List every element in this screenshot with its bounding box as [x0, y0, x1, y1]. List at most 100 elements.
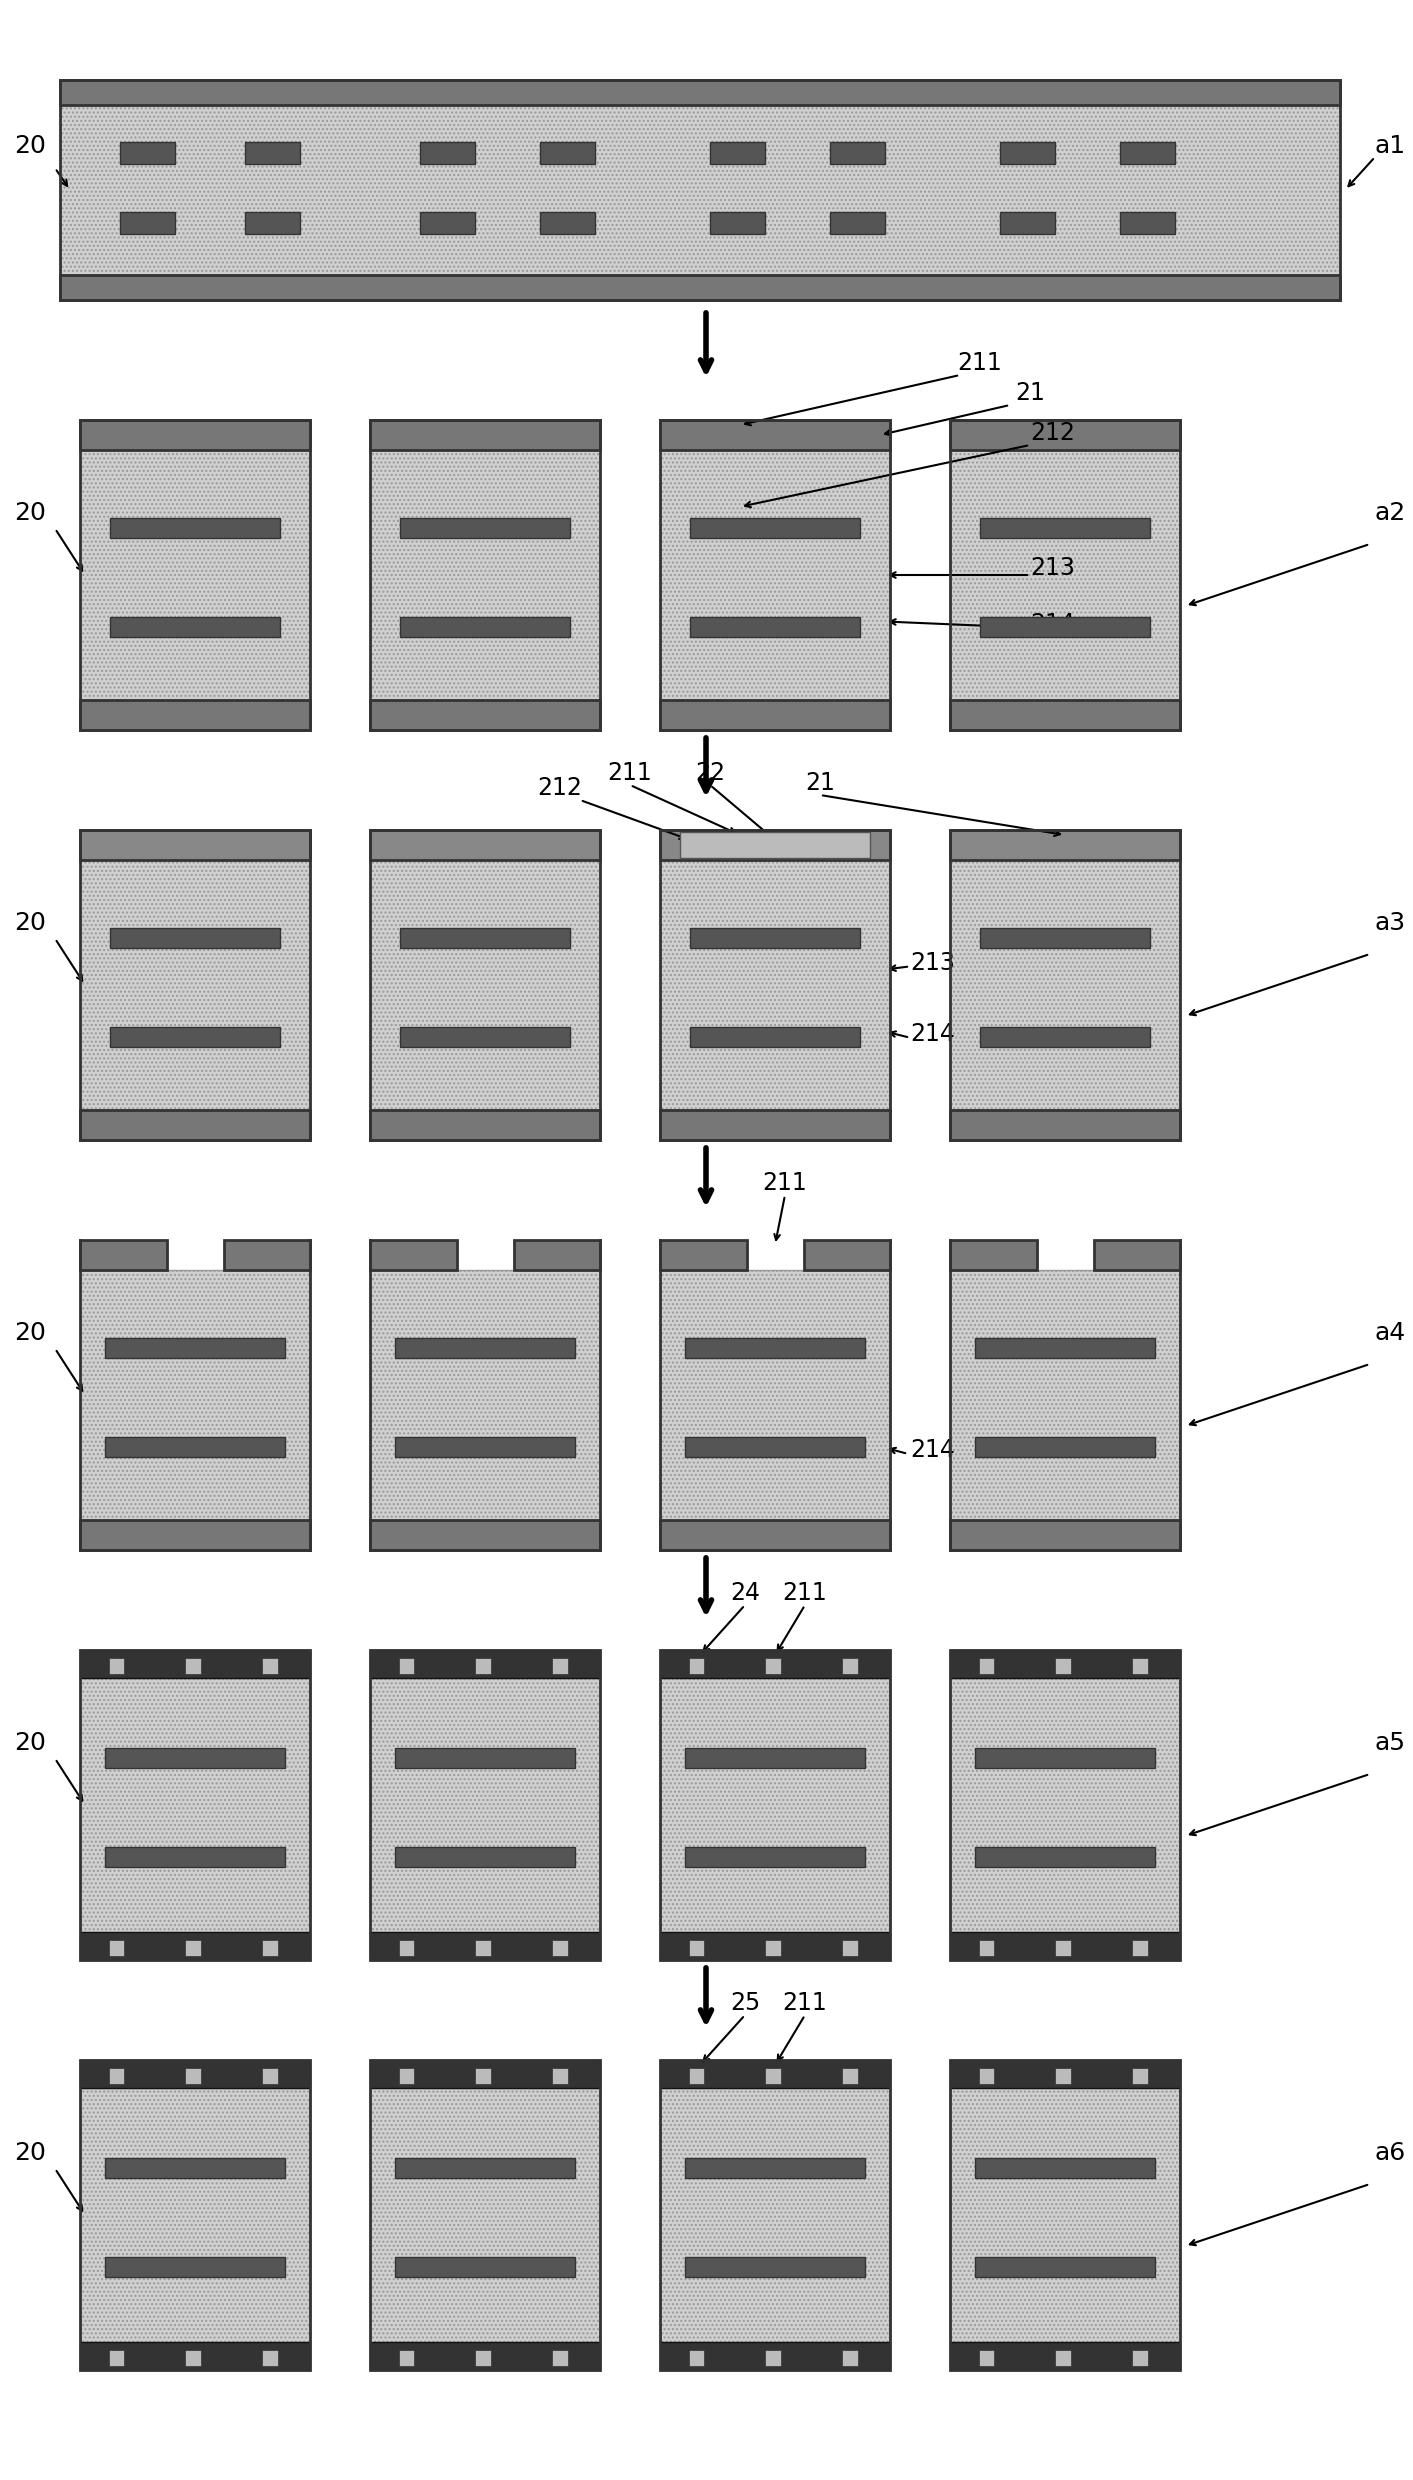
Bar	[59, 79, 1340, 104]
Text: 22: 22	[695, 761, 725, 786]
Bar	[81, 699, 309, 729]
Bar	[370, 419, 601, 729]
Bar	[398, 2351, 414, 2366]
Bar	[709, 211, 764, 233]
Bar	[105, 2158, 285, 2177]
Bar	[81, 1932, 309, 1959]
Bar	[975, 1748, 1154, 1768]
Bar	[950, 1270, 1180, 1520]
Bar	[660, 419, 890, 449]
Bar	[59, 275, 1340, 300]
Bar	[690, 1027, 861, 1047]
Bar	[842, 1659, 858, 1674]
Bar	[475, 1939, 490, 1957]
Bar	[370, 1649, 601, 1959]
Bar	[370, 1932, 601, 1959]
Bar	[1094, 1240, 1180, 1270]
Bar	[950, 1649, 1180, 1959]
Bar	[660, 2088, 890, 2341]
Text: 214: 214	[910, 1022, 955, 1047]
Bar	[396, 1748, 575, 1768]
Bar	[950, 1679, 1180, 1932]
Bar	[396, 1436, 575, 1458]
Bar	[660, 861, 890, 1111]
Bar	[81, 1520, 309, 1550]
Bar	[829, 211, 885, 233]
Bar	[660, 831, 890, 861]
Bar	[261, 1659, 277, 1674]
Bar	[950, 419, 1180, 729]
Bar	[110, 1027, 280, 1047]
Bar	[950, 861, 1180, 1111]
Text: a6: a6	[1375, 2140, 1406, 2165]
Bar	[660, 449, 890, 699]
Bar	[950, 1932, 1180, 1959]
Bar	[81, 2088, 309, 2341]
Bar	[370, 1111, 601, 1141]
Text: a5: a5	[1375, 1731, 1406, 1756]
Bar	[185, 1659, 201, 1674]
Bar	[81, 831, 309, 861]
Bar	[660, 699, 890, 729]
Bar	[680, 831, 870, 858]
Bar	[59, 79, 1340, 300]
Bar	[1056, 2351, 1071, 2366]
Bar	[981, 518, 1150, 538]
Text: 211: 211	[783, 1991, 828, 2014]
Bar	[766, 2068, 781, 2083]
Bar	[685, 2158, 865, 2177]
Bar	[950, 449, 1180, 699]
Bar	[370, 861, 601, 1111]
Bar	[842, 2068, 858, 2083]
Bar	[81, 1649, 309, 1679]
Bar	[540, 211, 595, 233]
Bar	[109, 1939, 124, 1957]
Bar	[660, 1679, 890, 1932]
Bar	[400, 518, 569, 538]
Bar	[975, 1436, 1154, 1458]
Text: 214: 214	[1030, 613, 1075, 635]
Text: 21: 21	[805, 771, 835, 796]
Bar	[400, 618, 569, 637]
Bar	[396, 1337, 575, 1359]
Bar	[261, 2068, 277, 2083]
Bar	[690, 928, 861, 947]
Bar	[81, 1679, 309, 1932]
Bar	[185, 2351, 201, 2366]
Bar	[370, 1649, 601, 1679]
Bar	[552, 2351, 568, 2366]
Bar	[110, 928, 280, 947]
Bar	[396, 2257, 575, 2277]
Text: 20: 20	[14, 2140, 47, 2165]
Bar	[688, 2351, 704, 2366]
Bar	[766, 1939, 781, 1957]
Bar	[552, 1939, 568, 1957]
Bar	[109, 2351, 124, 2366]
Text: a2: a2	[1375, 501, 1406, 526]
Bar	[81, 419, 309, 449]
Bar	[842, 1939, 858, 1957]
Bar	[688, 2068, 704, 2083]
Text: 213: 213	[1030, 556, 1075, 580]
Bar	[690, 518, 861, 538]
Text: 211: 211	[763, 1171, 807, 1195]
Bar	[660, 1111, 890, 1141]
Bar	[1132, 2351, 1147, 2366]
Bar	[81, 2061, 309, 2088]
Bar	[1000, 141, 1056, 164]
Text: 21: 21	[1015, 382, 1046, 404]
Text: 212: 212	[1030, 422, 1075, 444]
Bar	[552, 1659, 568, 1674]
Bar	[950, 419, 1180, 449]
Bar	[110, 618, 280, 637]
Bar	[950, 2061, 1180, 2371]
Bar	[475, 2068, 490, 2083]
Bar	[688, 1659, 704, 1674]
Text: 20: 20	[14, 1731, 47, 1756]
Text: 20: 20	[14, 1322, 47, 1344]
Bar	[688, 1939, 704, 1957]
Bar	[514, 1240, 601, 1270]
Bar	[81, 1240, 167, 1270]
Bar	[81, 419, 309, 729]
Bar	[105, 1848, 285, 1867]
